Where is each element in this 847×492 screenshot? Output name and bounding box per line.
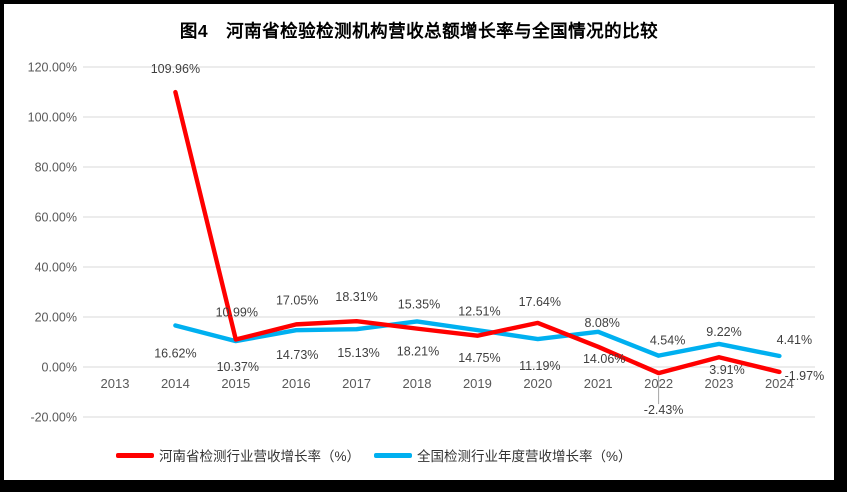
svg-text:4.54%: 4.54% <box>650 334 685 348</box>
legend-item-national: 全国检测行业年度营收增长率（%） <box>374 445 632 465</box>
svg-text:10.99%: 10.99% <box>216 306 258 320</box>
svg-text:109.96%: 109.96% <box>151 62 200 76</box>
national-series-swatch <box>374 452 413 458</box>
legend-label-henan: 河南省检测行业营收增长率（%） <box>159 449 361 464</box>
svg-text:2020: 2020 <box>523 376 552 391</box>
chart-canvas: 120.00% 100.00% 80.00% 60.00% 40.00% 20.00% 0.… <box>4 4 834 480</box>
svg-text:2023: 2023 <box>705 376 734 391</box>
svg-text:2016: 2016 <box>282 376 311 391</box>
svg-text:2015: 2015 <box>221 376 250 391</box>
svg-text:17.05%: 17.05% <box>276 293 318 307</box>
svg-text:4.41%: 4.41% <box>777 333 812 347</box>
legend-label-national: 全国检测行业年度营收增长率（%） <box>417 449 632 464</box>
svg-text:15.13%: 15.13% <box>337 346 379 360</box>
svg-text:-2.43%: -2.43% <box>644 403 684 417</box>
svg-text:18.31%: 18.31% <box>335 290 377 304</box>
svg-text:2024: 2024 <box>765 376 794 391</box>
line-chart: 120.00% 100.00% 80.00% 60.00% 40.00% 20.00% 0.… <box>28 61 825 425</box>
svg-text:8.08%: 8.08% <box>584 316 619 330</box>
svg-text:40.00%: 40.00% <box>35 261 77 275</box>
chart-title: 图4 河南省检验检测机构营收总额增长率与全国情况的比较 <box>179 21 659 41</box>
svg-text:15.35%: 15.35% <box>398 298 440 312</box>
svg-text:0.00%: 0.00% <box>42 361 77 375</box>
svg-text:14.75%: 14.75% <box>458 351 500 365</box>
svg-text:17.64%: 17.64% <box>519 295 561 309</box>
svg-text:12.51%: 12.51% <box>458 305 500 319</box>
svg-text:2018: 2018 <box>403 376 432 391</box>
svg-text:18.21%: 18.21% <box>397 344 439 358</box>
svg-text:2017: 2017 <box>342 376 371 391</box>
y-gridlines <box>83 66 815 418</box>
national-series-line <box>173 319 782 359</box>
svg-text:2014: 2014 <box>161 376 190 391</box>
svg-text:80.00%: 80.00% <box>35 161 77 175</box>
legend-item-henan: 河南省检测行业营收增长率（%） <box>116 445 360 465</box>
henan-series-swatch <box>116 452 154 458</box>
svg-text:14.73%: 14.73% <box>276 348 318 362</box>
svg-text:2019: 2019 <box>463 376 492 391</box>
svg-text:60.00%: 60.00% <box>35 211 77 225</box>
svg-text:2021: 2021 <box>584 376 613 391</box>
svg-text:16.62%: 16.62% <box>154 346 196 360</box>
svg-text:20.00%: 20.00% <box>35 311 77 325</box>
svg-text:10.37%: 10.37% <box>217 360 259 374</box>
henan-series-line <box>173 89 782 376</box>
svg-text:2013: 2013 <box>101 376 130 391</box>
svg-text:3.91%: 3.91% <box>709 363 744 377</box>
svg-text:-1.97%: -1.97% <box>785 369 825 383</box>
henan-data-labels: 109.96% 10.99% 17.05% 18.31% 15.35% 12.51% 17.… <box>151 62 824 417</box>
svg-text:11.19%: 11.19% <box>519 359 560 373</box>
national-data-labels: 16.62% 10.37% 14.73% 15.13% 18.21% 14.75% 11.1… <box>154 325 812 374</box>
svg-text:120.00%: 120.00% <box>28 61 77 75</box>
svg-text:-20.00%: -20.00% <box>30 411 77 425</box>
chart-legend: 河南省检测行业营收增长率（%） 全国检测行业年度营收增长率（%） <box>116 446 632 464</box>
svg-text:14.06%: 14.06% <box>583 352 625 366</box>
x-axis-labels: 2013 2014 2015 2016 2017 2018 2019 2020 2021 2022… <box>101 376 794 391</box>
svg-text:100.00%: 100.00% <box>28 111 77 125</box>
svg-text:9.22%: 9.22% <box>706 325 741 339</box>
y-axis-labels: 120.00% 100.00% 80.00% 60.00% 40.00% 20.00% 0.… <box>28 61 77 425</box>
